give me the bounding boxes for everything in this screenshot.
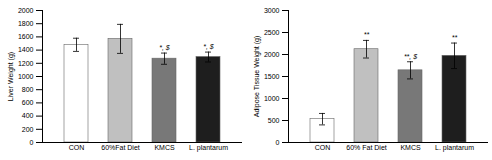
svg-text:0: 0 — [30, 139, 34, 146]
svg-text:CON: CON — [69, 144, 85, 151]
svg-text:KMCS: KMCS — [154, 144, 175, 151]
svg-text:L. plantarum: L. plantarum — [189, 144, 228, 152]
svg-text:500: 500 — [268, 117, 280, 124]
svg-text:**, $: **, $ — [404, 53, 417, 60]
svg-text:200: 200 — [22, 126, 34, 133]
svg-text:1200: 1200 — [18, 60, 34, 67]
svg-text:3000: 3000 — [264, 7, 280, 14]
svg-text:600: 600 — [22, 99, 34, 106]
svg-text:1600: 1600 — [18, 33, 34, 40]
svg-text:400: 400 — [22, 112, 34, 119]
svg-text:CON: CON — [315, 144, 331, 151]
svg-text:800: 800 — [22, 86, 34, 93]
svg-text:Liver Weight (g): Liver Weight (g) — [7, 52, 15, 101]
svg-text:60% Fat Diet: 60% Fat Diet — [346, 144, 387, 151]
svg-text:60%Fat Diet: 60%Fat Diet — [101, 144, 140, 151]
svg-text:1000: 1000 — [18, 73, 34, 80]
svg-text:**: ** — [452, 34, 458, 41]
svg-text:1800: 1800 — [18, 20, 34, 27]
svg-text:2000: 2000 — [18, 7, 34, 14]
svg-text:Adipose Tissue Weight (g): Adipose Tissue Weight (g) — [253, 36, 261, 118]
svg-text:KMCS: KMCS — [400, 144, 421, 151]
svg-text:2500: 2500 — [264, 29, 280, 36]
svg-text:L. plantarum: L. plantarum — [435, 144, 474, 152]
svg-text:*, $: *, $ — [159, 44, 170, 51]
svg-text:1400: 1400 — [18, 46, 34, 53]
svg-text:**: ** — [364, 31, 370, 38]
svg-text:0: 0 — [276, 139, 280, 146]
svg-text:2000: 2000 — [264, 51, 280, 58]
svg-text:1500: 1500 — [264, 73, 280, 80]
svg-text:1000: 1000 — [264, 95, 280, 102]
svg-text:*, $: *, $ — [203, 43, 214, 50]
